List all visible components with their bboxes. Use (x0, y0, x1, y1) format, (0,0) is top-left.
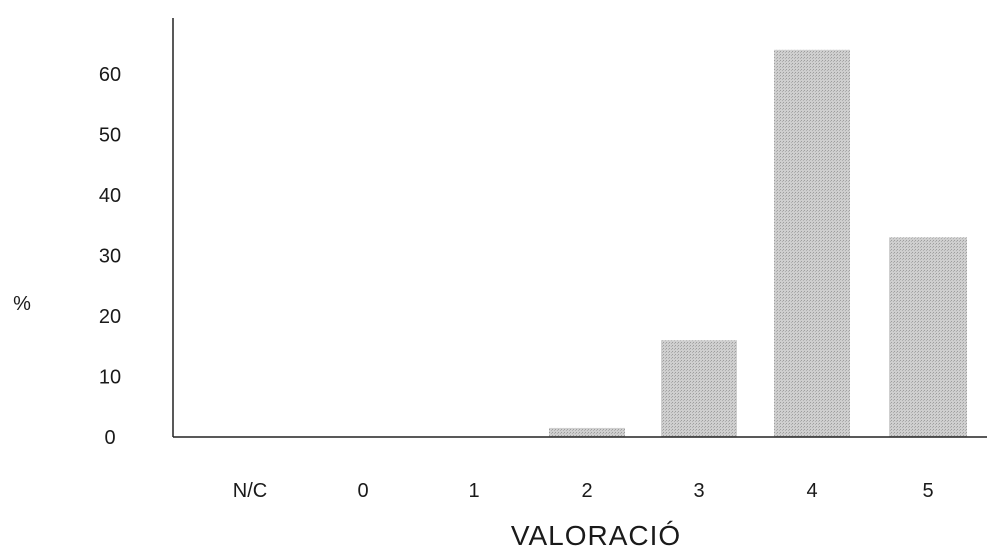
bars-group (549, 49, 967, 438)
x-tick-label: 4 (806, 480, 817, 502)
y-tick-label: 0 (104, 427, 115, 449)
x-tick-labels: N/C 0 1 2 3 4 5 (233, 480, 934, 502)
x-tick-label: 5 (922, 480, 933, 502)
x-axis-label: VALORACIÓ (511, 520, 681, 551)
bar-2 (549, 427, 625, 437)
bar-5 (889, 237, 967, 437)
y-tick-label: 40 (99, 185, 121, 207)
y-axis-label: % (13, 293, 31, 315)
x-tick-label: N/C (233, 480, 267, 502)
x-tick-label: 3 (693, 480, 704, 502)
x-tick-label: 0 (357, 480, 368, 502)
y-tick-labels: 0 10 20 30 40 50 60 (99, 64, 121, 449)
y-tick-label: 60 (99, 64, 121, 86)
bar-4 (774, 49, 850, 438)
y-tick-label: 30 (99, 246, 121, 268)
x-tick-label: 1 (468, 480, 479, 502)
y-tick-label: 20 (99, 306, 121, 328)
x-tick-label: 2 (581, 480, 592, 502)
y-tick-label: 50 (99, 125, 121, 147)
bar-3 (661, 340, 737, 437)
y-tick-label: 10 (99, 367, 121, 389)
